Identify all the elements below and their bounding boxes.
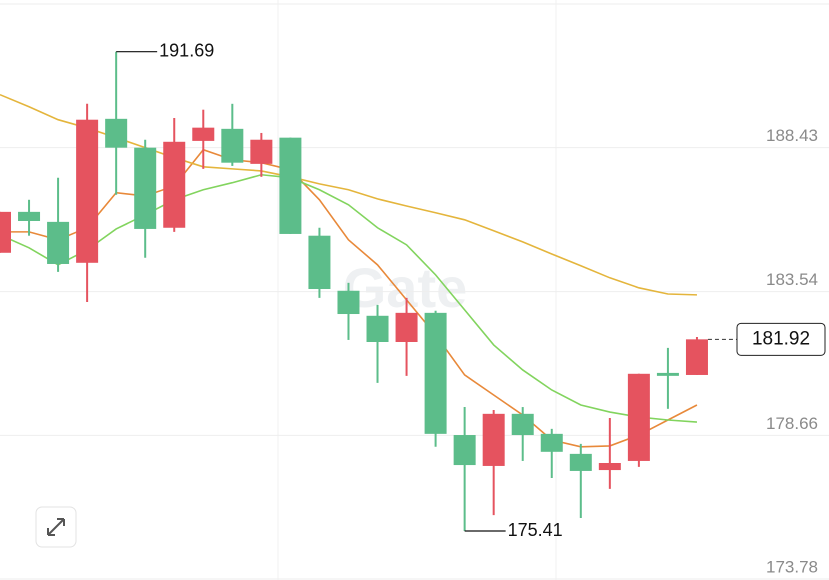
y-tick-label: 193.31 (766, 0, 818, 1)
y-tick-label: 188.43 (766, 126, 818, 145)
candle-body (105, 118, 128, 148)
candle-body (569, 453, 592, 471)
last-price-label: 181.92 (752, 328, 810, 349)
last-price-box (736, 322, 826, 356)
candle-body (76, 119, 99, 263)
candle-body (308, 235, 331, 289)
candle-body (424, 312, 447, 434)
candle-body (250, 139, 273, 164)
low-label: 175.41 (508, 520, 563, 540)
y-tick-label: 178.66 (766, 414, 818, 433)
candle-body (453, 435, 476, 466)
candle-body (627, 373, 650, 461)
candle-body (482, 413, 505, 466)
candle-body (511, 413, 534, 436)
candle-body (279, 137, 302, 234)
high-label: 191.69 (159, 40, 214, 60)
candle-body (134, 147, 157, 229)
candle-body (47, 221, 70, 264)
candle-body (221, 128, 244, 163)
candle-body (685, 339, 708, 375)
watermark: Gate (343, 256, 468, 319)
candle-body (395, 312, 418, 342)
candle-body (598, 462, 621, 471)
candle-body (18, 211, 41, 221)
candle-body (366, 315, 389, 342)
candle-body (163, 141, 186, 228)
candle-body (656, 372, 679, 376)
candle-body (337, 290, 360, 315)
candle-body (192, 127, 215, 141)
candle-body (0, 211, 11, 253)
expand-button[interactable] (35, 506, 77, 548)
y-tick-label: 173.78 (766, 557, 818, 576)
moving-average-line (0, 173, 698, 423)
candle-body (540, 433, 563, 452)
y-tick-label: 183.54 (766, 270, 818, 289)
